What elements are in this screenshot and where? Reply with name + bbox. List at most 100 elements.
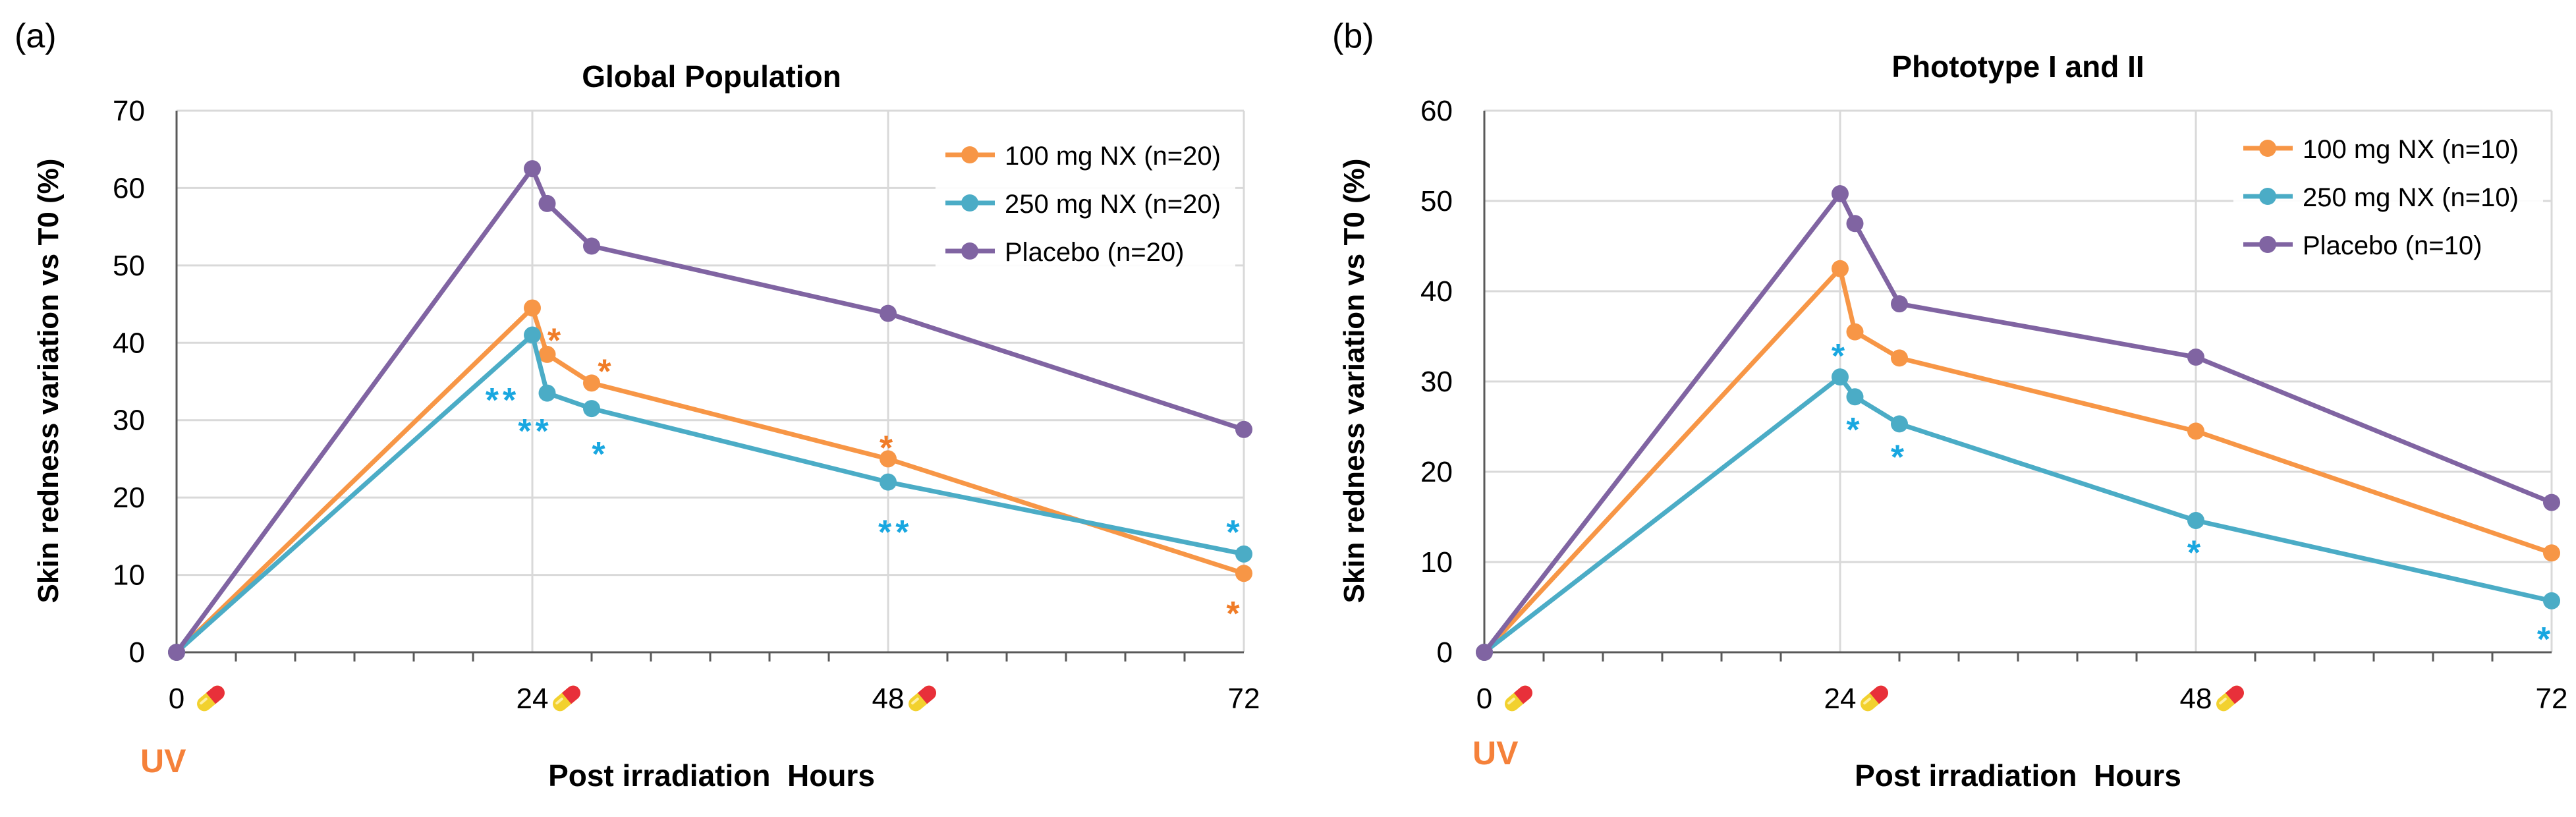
data-point-purple — [1832, 185, 1849, 203]
legend-swatch-marker — [2259, 140, 2276, 157]
chart-panel-b: (b) Phototype I and II 0 10 20 30 40 50 60 0 24… — [1332, 17, 2567, 793]
y-tick-label: 20 — [113, 482, 145, 514]
data-point-purple — [1235, 420, 1252, 438]
chart-title: Phototype I and II — [1891, 49, 2144, 84]
data-point-purple — [2187, 349, 2204, 366]
series-line-orange — [175, 305, 1245, 654]
x-axis-label: Post irradiation Hours — [548, 758, 875, 793]
legend-label: Placebo (n=10) — [2303, 231, 2482, 260]
panel-label: (b) — [1332, 17, 1374, 55]
legend-label: 100 mg NX (n=20) — [1005, 142, 1221, 171]
x-tick-labels: 0 24 48 72 — [1476, 683, 2568, 715]
data-point-blue — [1891, 415, 1908, 433]
pill-icons — [1501, 683, 2247, 714]
data-point-orange — [880, 450, 897, 468]
significance-star: * — [598, 352, 615, 391]
y-tick-label: 0 — [1437, 636, 1453, 669]
x-tick-label: 48 — [872, 683, 905, 715]
data-point-orange — [524, 299, 541, 317]
data-point-orange — [538, 345, 556, 363]
data-point-orange — [2543, 544, 2560, 562]
data-point-purple — [1846, 215, 1864, 233]
panel-label: (a) — [14, 17, 57, 55]
significance-star: * — [1226, 595, 1243, 633]
data-point-blue — [2187, 511, 2204, 529]
data-point-purple — [524, 160, 541, 178]
legend-swatch-marker — [961, 242, 978, 260]
y-tick-label: 50 — [1420, 185, 1453, 217]
y-tick-label: 50 — [113, 250, 145, 282]
data-point-purple — [880, 304, 897, 322]
y-axis-label: Skin redness variation vs T0 (%) — [32, 159, 65, 604]
legend-swatch-marker — [2259, 236, 2276, 253]
legend-label: Placebo (n=20) — [1005, 238, 1184, 267]
data-point-purple — [1476, 644, 1493, 661]
legend-label: 250 mg NX (n=20) — [1005, 190, 1221, 219]
significance-star: * — [547, 322, 565, 360]
grid-lines — [177, 109, 1245, 654]
data-point-purple — [1891, 295, 1908, 313]
series-layer — [1476, 185, 2560, 661]
y-tick-label: 0 — [129, 636, 145, 669]
data-point-blue — [1832, 368, 1849, 386]
pill-icon — [2213, 683, 2247, 714]
data-point-blue — [524, 326, 541, 344]
significance-star: ** — [518, 412, 552, 451]
y-tick-labels: 0 10 20 30 40 50 60 70 — [113, 95, 145, 669]
legend-swatch-marker — [961, 194, 978, 211]
uv-label: UV — [140, 743, 186, 779]
pill-icon — [1501, 683, 1536, 714]
series-layer — [168, 160, 1252, 661]
legend: 100 mg NX (n=20) 250 mg NX (n=20) Placebo … — [936, 128, 1235, 280]
y-tick-label: 30 — [113, 405, 145, 437]
significance-star: * — [1846, 411, 1863, 449]
series-line-blue — [1482, 374, 2552, 654]
data-point-blue — [880, 473, 897, 491]
data-point-purple — [2543, 493, 2560, 511]
data-point-blue — [1846, 388, 1864, 406]
significance-markers: *********** * — [486, 322, 1243, 633]
data-point-blue — [538, 384, 556, 402]
legend-label: 250 mg NX (n=10) — [2303, 183, 2519, 212]
legend-swatch-marker — [2259, 188, 2276, 205]
significance-star: * — [1891, 438, 1908, 476]
x-tick-labels: 0 24 48 72 — [169, 683, 1260, 715]
x-tick-label: 72 — [1228, 683, 1260, 715]
legend-label: 100 mg NX (n=10) — [2303, 135, 2519, 164]
y-tick-label: 40 — [1420, 275, 1453, 308]
series-line-blue — [175, 333, 1245, 654]
pill-icon — [194, 683, 228, 714]
pill-icon — [549, 683, 584, 714]
data-point-purple — [583, 237, 600, 255]
y-tick-label: 70 — [113, 95, 145, 127]
data-point-purple — [538, 194, 556, 212]
y-axis-label: Skin redness variation vs T0 (%) — [1338, 159, 1370, 604]
axes — [1483, 111, 2552, 662]
x-tick-label: 0 — [1476, 683, 1492, 715]
series-line-purple — [175, 166, 1245, 654]
axes — [175, 111, 1244, 662]
significance-markers: * * * * * — [1832, 337, 2554, 659]
y-tick-label: 20 — [1420, 456, 1453, 488]
pill-icon — [905, 683, 939, 714]
legend-swatch-marker — [961, 146, 978, 163]
significance-star: * — [1832, 337, 1849, 376]
significance-star: * — [880, 430, 897, 468]
data-point-orange — [583, 374, 600, 392]
significance-star: * — [2537, 621, 2554, 659]
y-tick-label: 10 — [1420, 546, 1453, 578]
series-line-purple — [1482, 191, 2553, 654]
data-point-purple — [168, 644, 185, 661]
y-tick-label: 30 — [1420, 366, 1453, 398]
significance-star: ** — [486, 381, 520, 420]
x-axis-label: Post irradiation Hours — [1855, 758, 2181, 793]
x-tick-label: 72 — [2536, 683, 2568, 715]
significance-star: ** — [878, 514, 912, 552]
x-tick-label: 24 — [517, 683, 549, 715]
data-point-blue — [583, 400, 600, 418]
y-tick-label: 60 — [113, 172, 145, 204]
x-tick-label: 48 — [2180, 683, 2212, 715]
x-tick-label: 0 — [169, 683, 184, 715]
pill-icons — [194, 683, 939, 714]
